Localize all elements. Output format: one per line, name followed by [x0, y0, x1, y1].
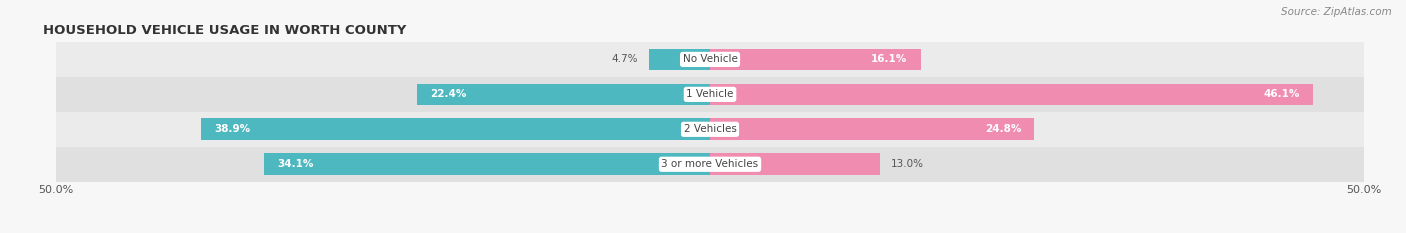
- Text: HOUSEHOLD VEHICLE USAGE IN WORTH COUNTY: HOUSEHOLD VEHICLE USAGE IN WORTH COUNTY: [44, 24, 406, 37]
- Text: 38.9%: 38.9%: [215, 124, 250, 134]
- Text: 1 Vehicle: 1 Vehicle: [686, 89, 734, 99]
- Text: 2 Vehicles: 2 Vehicles: [683, 124, 737, 134]
- Bar: [201, 118, 710, 140]
- Bar: [710, 49, 921, 70]
- Bar: [648, 49, 710, 70]
- Text: 4.7%: 4.7%: [612, 55, 638, 64]
- Text: Source: ZipAtlas.com: Source: ZipAtlas.com: [1281, 7, 1392, 17]
- Bar: [56, 42, 1364, 77]
- Bar: [418, 84, 710, 105]
- Text: 22.4%: 22.4%: [430, 89, 467, 99]
- Text: 16.1%: 16.1%: [872, 55, 907, 64]
- Text: 34.1%: 34.1%: [277, 159, 314, 169]
- Text: 24.8%: 24.8%: [984, 124, 1021, 134]
- Bar: [710, 118, 1035, 140]
- Bar: [56, 147, 1364, 182]
- Text: 3 or more Vehicles: 3 or more Vehicles: [661, 159, 759, 169]
- Bar: [710, 154, 880, 175]
- Bar: [56, 112, 1364, 147]
- Bar: [710, 84, 1313, 105]
- Text: 46.1%: 46.1%: [1264, 89, 1299, 99]
- Text: 13.0%: 13.0%: [890, 159, 924, 169]
- Text: No Vehicle: No Vehicle: [682, 55, 738, 64]
- Bar: [264, 154, 710, 175]
- Bar: [56, 77, 1364, 112]
